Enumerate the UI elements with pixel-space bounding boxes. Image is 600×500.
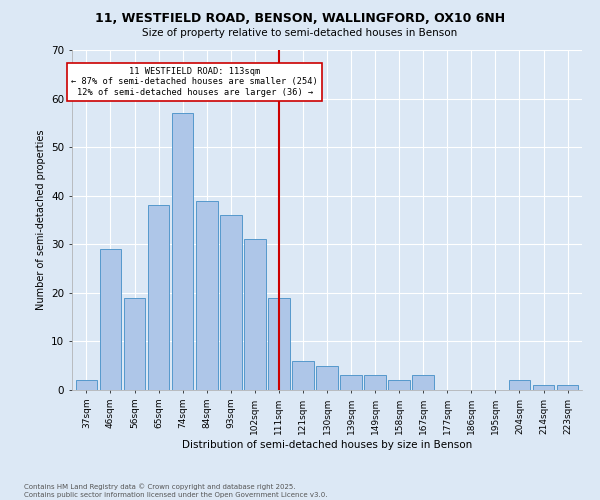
Bar: [148, 206, 169, 390]
Text: Size of property relative to semi-detached houses in Benson: Size of property relative to semi-detach…: [142, 28, 458, 38]
Bar: [557, 385, 578, 390]
Text: Contains HM Land Registry data © Crown copyright and database right 2025.
Contai: Contains HM Land Registry data © Crown c…: [24, 484, 328, 498]
X-axis label: Distribution of semi-detached houses by size in Benson: Distribution of semi-detached houses by …: [182, 440, 472, 450]
Bar: [388, 380, 410, 390]
Bar: [244, 240, 266, 390]
Bar: [316, 366, 338, 390]
Text: 11 WESTFIELD ROAD: 113sqm
← 87% of semi-detached houses are smaller (254)
12% of: 11 WESTFIELD ROAD: 113sqm ← 87% of semi-…: [71, 67, 318, 97]
Bar: [292, 361, 314, 390]
Text: 11, WESTFIELD ROAD, BENSON, WALLINGFORD, OX10 6NH: 11, WESTFIELD ROAD, BENSON, WALLINGFORD,…: [95, 12, 505, 26]
Bar: [100, 249, 121, 390]
Y-axis label: Number of semi-detached properties: Number of semi-detached properties: [35, 130, 46, 310]
Bar: [76, 380, 97, 390]
Bar: [196, 200, 218, 390]
Bar: [533, 385, 554, 390]
Bar: [364, 376, 386, 390]
Bar: [124, 298, 145, 390]
Bar: [172, 113, 193, 390]
Bar: [268, 298, 290, 390]
Bar: [509, 380, 530, 390]
Bar: [412, 376, 434, 390]
Bar: [220, 215, 242, 390]
Bar: [340, 376, 362, 390]
